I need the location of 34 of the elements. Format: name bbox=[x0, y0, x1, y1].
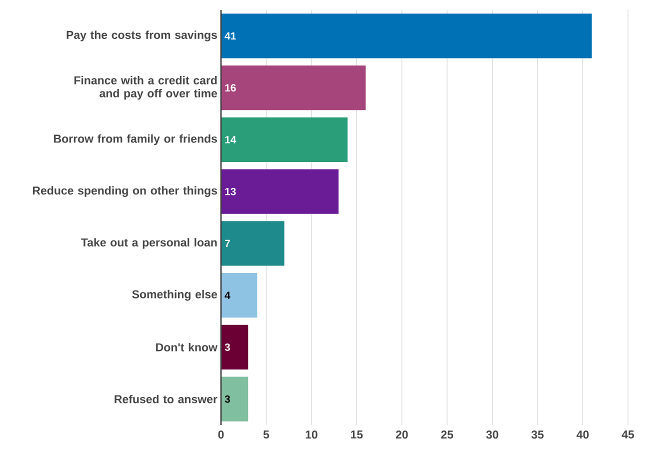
y-tick-label: Borrow from family or friends bbox=[54, 134, 217, 146]
data-label: 16 bbox=[225, 84, 236, 92]
bar bbox=[221, 376, 248, 422]
y-tick-label: Pay the costs from savings bbox=[66, 30, 217, 42]
bar bbox=[221, 66, 366, 110]
data-label: 3 bbox=[224, 343, 230, 351]
data-label: 7 bbox=[224, 240, 230, 248]
data-label: 41 bbox=[224, 32, 236, 40]
y-tick-label: Don't know bbox=[156, 342, 218, 352]
x-tick-label: 40 bbox=[576, 430, 589, 439]
bar bbox=[221, 117, 348, 162]
x-tick-label: 20 bbox=[396, 430, 408, 439]
data-label: 13 bbox=[225, 188, 236, 196]
bar bbox=[221, 324, 248, 370]
x-tick-label: 5 bbox=[263, 430, 270, 439]
x-tick-label: 10 bbox=[306, 430, 318, 439]
x-tick-label: 35 bbox=[531, 430, 544, 439]
x-tick-label: 15 bbox=[350, 430, 363, 439]
bar bbox=[221, 14, 592, 58]
x-tick-label: 0 bbox=[218, 430, 224, 439]
x-tick-label: 25 bbox=[441, 430, 454, 439]
y-tick-label: Take out a personal loan bbox=[81, 238, 217, 249]
bar bbox=[221, 169, 339, 214]
data-label: 4 bbox=[224, 292, 230, 299]
y-tick-label: Something else bbox=[132, 290, 218, 301]
bar bbox=[221, 221, 284, 266]
data-label: 3 bbox=[224, 395, 230, 403]
y-tick-label: Reduce spending on other things bbox=[32, 186, 218, 197]
x-tick-label: 30 bbox=[486, 430, 498, 439]
bar bbox=[221, 273, 258, 318]
data-label: 14 bbox=[225, 136, 236, 144]
y-tick-label: Finance with a credit card and pay off over time bbox=[74, 76, 218, 100]
y-tick-label: Refused to answer bbox=[114, 394, 218, 404]
x-tick-label: 45 bbox=[622, 430, 634, 439]
